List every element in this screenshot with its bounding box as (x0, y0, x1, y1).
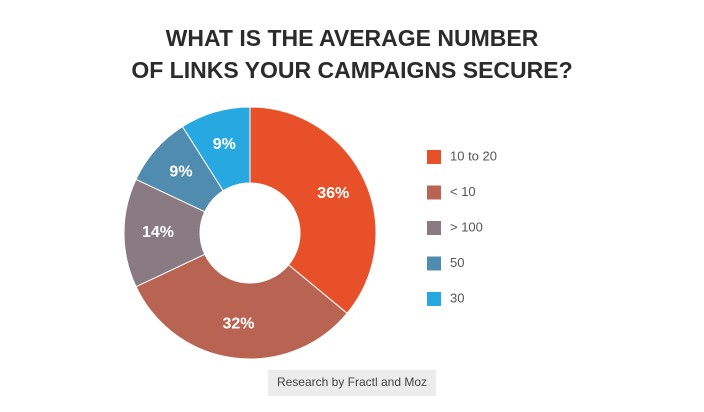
legend-swatch (427, 221, 441, 235)
legend-swatch (427, 150, 441, 164)
value-label: 32% (222, 315, 254, 332)
legend-label: < 10 (450, 184, 476, 199)
source-box (268, 370, 436, 396)
legend-label: > 100 (450, 219, 483, 234)
source: Research by Fractl and Moz (277, 375, 427, 389)
legend-label: 10 to 20 (450, 148, 497, 163)
legend-label: 30 (450, 290, 464, 305)
chart-title: OF LINKS YOUR CAMPAIGNS SECURE? (131, 57, 572, 83)
slice (135, 253, 348, 360)
slice (181, 106, 251, 192)
value-label: 36% (317, 185, 349, 202)
legend-swatch (427, 292, 441, 306)
value-label: 9% (169, 163, 192, 180)
legend-label: 50 (450, 255, 464, 270)
value-label: 14% (142, 224, 174, 241)
chart-title: WHAT IS THE AVERAGE NUMBER (166, 25, 539, 51)
legend-swatch (427, 185, 441, 200)
value-label: 9% (213, 136, 236, 153)
legend-swatch (427, 256, 441, 271)
slice (249, 106, 377, 315)
